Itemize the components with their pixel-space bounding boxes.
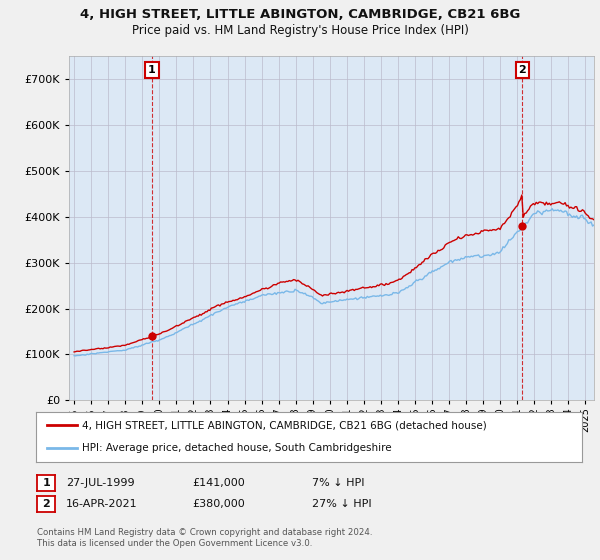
Text: HPI: Average price, detached house, South Cambridgeshire: HPI: Average price, detached house, Sout… [82,444,392,454]
Text: £380,000: £380,000 [192,499,245,509]
Text: 2: 2 [518,65,526,75]
Text: 1: 1 [43,478,50,488]
Text: £141,000: £141,000 [192,478,245,488]
Text: 27-JUL-1999: 27-JUL-1999 [66,478,134,488]
Text: Price paid vs. HM Land Registry's House Price Index (HPI): Price paid vs. HM Land Registry's House … [131,24,469,36]
Text: 7% ↓ HPI: 7% ↓ HPI [312,478,365,488]
Text: 1: 1 [148,65,156,75]
Text: Contains HM Land Registry data © Crown copyright and database right 2024.
This d: Contains HM Land Registry data © Crown c… [37,528,373,548]
Text: 2: 2 [43,499,50,509]
Text: 4, HIGH STREET, LITTLE ABINGTON, CAMBRIDGE, CB21 6BG: 4, HIGH STREET, LITTLE ABINGTON, CAMBRID… [80,8,520,21]
Text: 4, HIGH STREET, LITTLE ABINGTON, CAMBRIDGE, CB21 6BG (detached house): 4, HIGH STREET, LITTLE ABINGTON, CAMBRID… [82,420,487,430]
Text: 16-APR-2021: 16-APR-2021 [66,499,137,509]
Text: 27% ↓ HPI: 27% ↓ HPI [312,499,371,509]
